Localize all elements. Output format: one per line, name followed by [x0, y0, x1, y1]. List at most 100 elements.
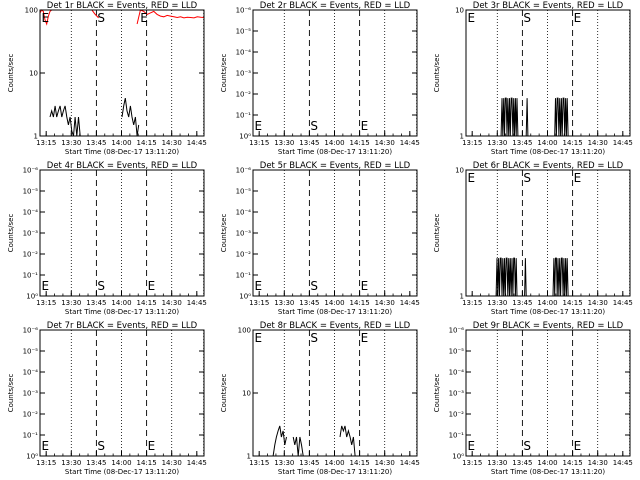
y-tick-label: 10⁰	[26, 293, 38, 301]
marker-e-label: E	[574, 439, 582, 453]
marker-e-label: E	[255, 279, 263, 293]
y-tick-label: 10⁻³	[23, 230, 39, 238]
series-events-line	[552, 257, 569, 297]
y-axis-label: Counts/sec	[220, 54, 228, 93]
x-tick-label: 14:30	[588, 139, 608, 147]
x-tick-label: 13:45	[299, 139, 319, 147]
x-tick-label: 14:45	[613, 459, 633, 467]
x-tick-label: 14:45	[187, 139, 207, 147]
chart-title: Det 5r BLACK = Events, RED = LLD	[260, 161, 411, 171]
detector-chart: Det 2r BLACK = Events, RED = LLD 10⁰ 10⁻¹ 1…	[220, 1, 420, 156]
x-tick-label: 13:30	[274, 459, 294, 467]
marker-e-label: E	[42, 11, 50, 25]
marker-s-label: S	[97, 11, 105, 25]
x-axis-label: Start Time (08-Dec-17 13:11:20)	[491, 308, 605, 316]
x-tick-label: 14:15	[563, 299, 583, 307]
marker-e-label: E	[574, 11, 582, 25]
series-events-line	[500, 97, 519, 137]
y-tick-label: 10⁻¹	[236, 112, 252, 120]
marker-s-label: S	[523, 11, 531, 25]
x-tick-label: 14:45	[613, 299, 633, 307]
x-tick-label: 13:15	[249, 459, 269, 467]
x-tick-label: 13:45	[512, 139, 532, 147]
plot-frame	[252, 329, 418, 457]
detector-chart: Det 9r BLACK = Events, RED = LLD 10⁰ 10⁻¹ 1…	[433, 321, 633, 476]
x-tick-label: 14:30	[375, 299, 395, 307]
marker-e-label: E	[361, 331, 369, 345]
detector-panel: Det 3r BLACK = Events, RED = LLD 1 10 13:15…	[426, 0, 639, 160]
detector-panel: Det 5r BLACK = Events, RED = LLD 10⁰ 10⁻¹ 1…	[213, 160, 426, 320]
x-tick-label: 13:15	[462, 299, 482, 307]
x-axis-label: Start Time (08-Dec-17 13:11:20)	[278, 468, 392, 476]
x-tick-label: 13:15	[249, 139, 269, 147]
y-axis-label: Counts/sec	[220, 374, 228, 413]
marker-s-label: S	[97, 439, 105, 453]
y-tick-label: 10⁰	[239, 293, 251, 301]
y-tick-label: 100	[25, 7, 38, 15]
series-events-line	[495, 257, 518, 297]
y-tick-label: 10⁻³	[236, 70, 252, 78]
detector-chart: Det 4r BLACK = Events, RED = LLD 10⁰ 10⁻¹ 1…	[7, 161, 207, 316]
plot-frame	[252, 169, 418, 297]
x-axis-label: Start Time (08-Dec-17 13:11:20)	[491, 468, 605, 476]
x-tick-label: 13:30	[61, 459, 81, 467]
y-axis-label: Counts/sec	[433, 374, 441, 413]
x-axis-label: Start Time (08-Dec-17 13:11:20)	[65, 468, 179, 476]
x-tick-label: 13:45	[86, 139, 106, 147]
y-tick-label: 10⁰	[26, 453, 38, 461]
x-axis-label: Start Time (08-Dec-17 13:11:20)	[65, 308, 179, 316]
x-tick-label: 14:15	[563, 459, 583, 467]
detector-panel: Det 4r BLACK = Events, RED = LLD 10⁰ 10⁻¹ 1…	[0, 160, 213, 320]
y-tick-label: 10⁻⁵	[236, 28, 252, 36]
y-tick-label: 1	[460, 133, 464, 141]
y-axis-label: Counts/sec	[220, 214, 228, 253]
y-axis-label: Counts/sec	[7, 214, 15, 253]
x-tick-label: 14:30	[162, 139, 182, 147]
y-tick-label: 10⁰	[452, 453, 464, 461]
detector-chart: Det 8r BLACK = Events, RED = LLD 1 10 100 13…	[220, 321, 420, 476]
y-tick-label: 10⁻³	[449, 390, 465, 398]
x-tick-label: 14:00	[111, 299, 131, 307]
marker-e-label: E	[148, 439, 156, 453]
marker-s-label: S	[310, 119, 318, 133]
x-tick-label: 14:15	[563, 139, 583, 147]
y-tick-label: 10	[455, 167, 464, 175]
plot-frame	[465, 9, 631, 137]
x-tick-label: 13:45	[86, 299, 106, 307]
detector-panel: Det 7r BLACK = Events, RED = LLD 10⁰ 10⁻¹ 1…	[0, 320, 213, 480]
y-tick-label: 10⁻²	[23, 411, 39, 419]
series-events-line	[49, 105, 81, 137]
x-tick-label: 13:15	[249, 299, 269, 307]
marker-e-label: E	[148, 279, 156, 293]
x-tick-label: 14:45	[400, 459, 420, 467]
x-axis-label: Start Time (08-Dec-17 13:11:20)	[65, 148, 179, 156]
series-events-line	[524, 258, 527, 297]
x-tick-label: 14:00	[111, 459, 131, 467]
y-tick-label: 10⁻⁶	[23, 327, 39, 335]
y-tick-label: 10⁻¹	[23, 272, 39, 280]
y-tick-label: 10⁻⁶	[236, 167, 252, 175]
x-tick-label: 14:00	[537, 299, 557, 307]
marker-e-label: E	[468, 439, 476, 453]
detector-panel: Det 8r BLACK = Events, RED = LLD 1 10 100 13…	[213, 320, 426, 480]
x-tick-label: 14:15	[350, 459, 370, 467]
plot-frame	[252, 9, 418, 137]
marker-s-label: S	[310, 331, 318, 345]
chart-title: Det 7r BLACK = Events, RED = LLD	[47, 321, 198, 331]
y-tick-label: 1	[247, 453, 251, 461]
marker-e-label: E	[468, 171, 476, 185]
series-events-line	[525, 98, 529, 137]
marker-e-label: E	[574, 171, 582, 185]
x-tick-label: 13:45	[512, 459, 532, 467]
y-tick-label: 10⁻¹	[236, 272, 252, 280]
y-tick-label: 10⁻¹	[23, 432, 39, 440]
series-events-line	[121, 97, 140, 137]
y-axis-label: Counts/sec	[433, 54, 441, 93]
y-tick-label: 10⁻⁶	[449, 327, 465, 335]
marker-s-label: S	[310, 279, 318, 293]
detector-panel: Det 2r BLACK = Events, RED = LLD 10⁰ 10⁻¹ 1…	[213, 0, 426, 160]
y-tick-label: 10⁻⁴	[23, 369, 39, 377]
marker-e-label: E	[42, 279, 50, 293]
y-tick-label: 10	[242, 390, 251, 398]
x-tick-label: 14:30	[588, 459, 608, 467]
